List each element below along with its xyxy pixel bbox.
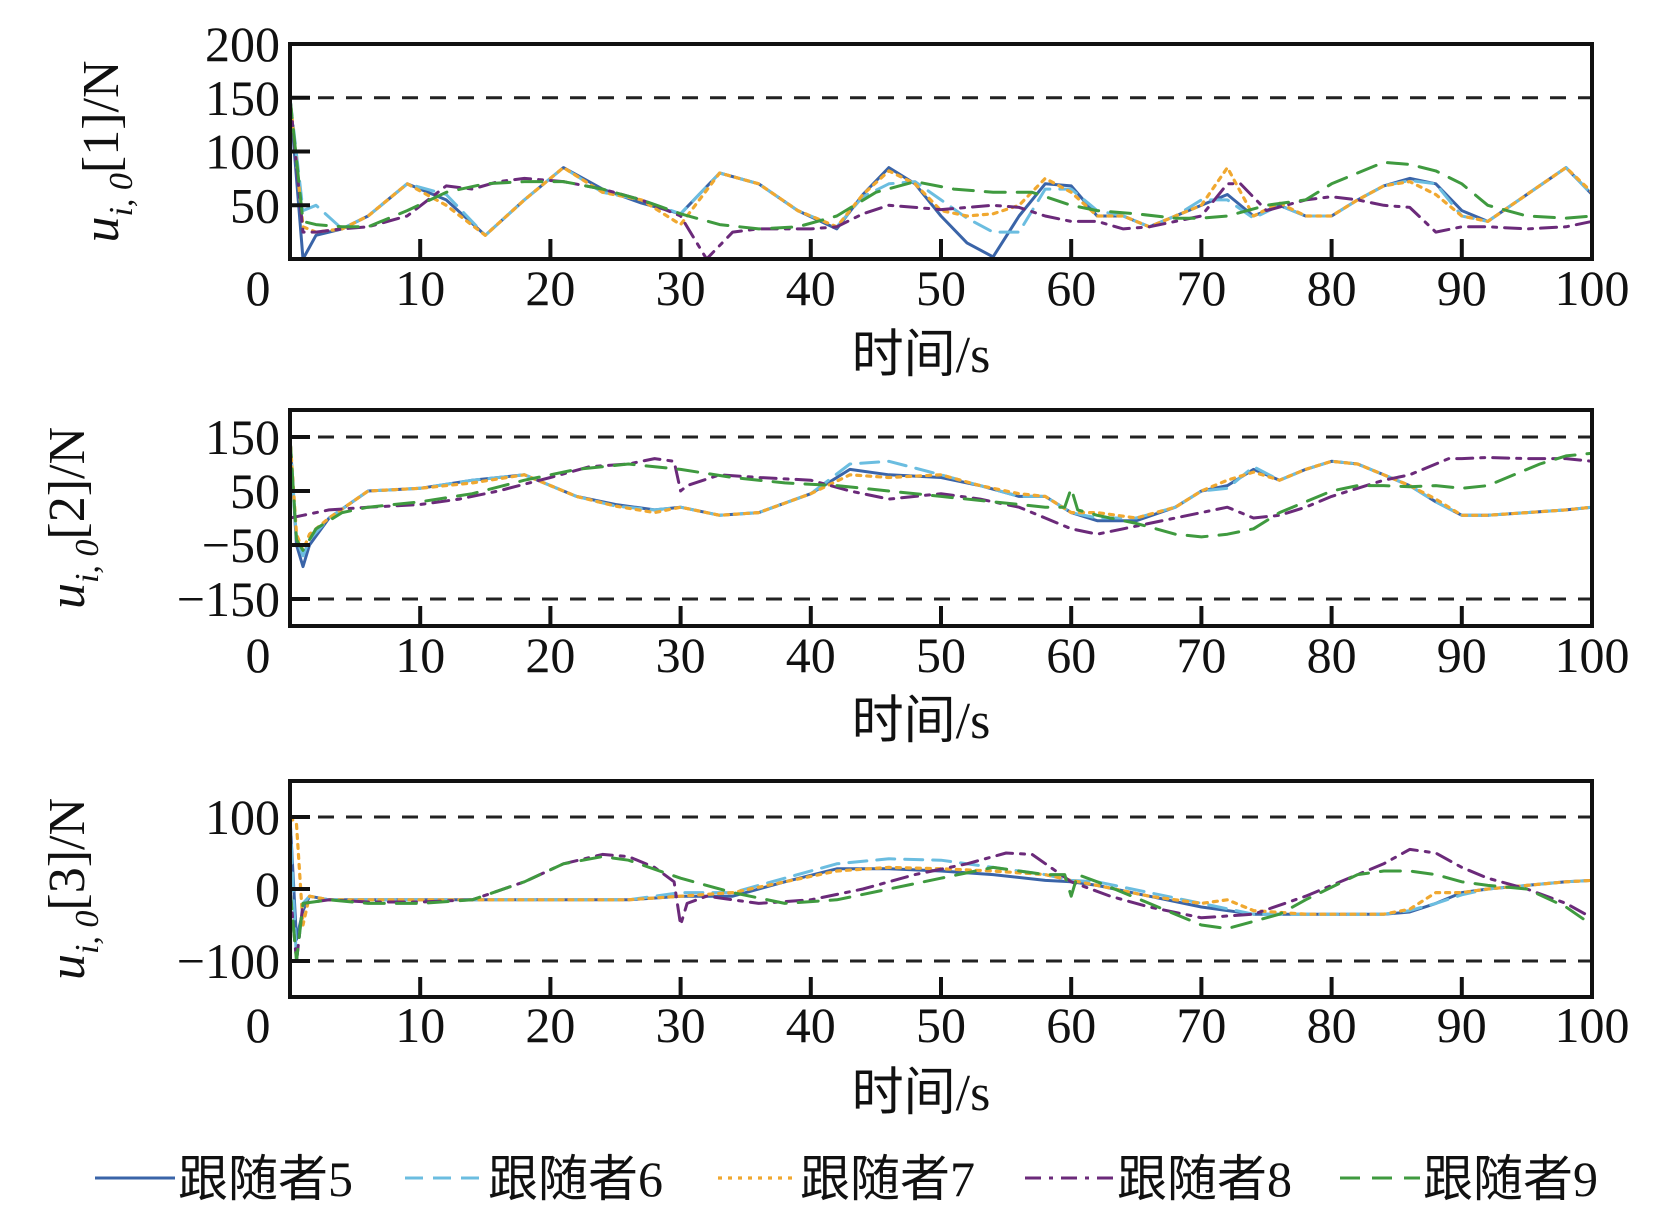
series-line-8 [290, 847, 1592, 963]
x-tick-label: 20 [525, 627, 575, 683]
x-tick-label: 50 [916, 260, 966, 316]
x-tick-label: 70 [1176, 260, 1226, 316]
x-tick-label: 100 [1555, 627, 1630, 683]
series-line-8 [290, 456, 1592, 536]
chart-panel-1: 0 10 20 30 40 50 60 70 80 90 10050100150200时间/sui,… [73, 16, 1630, 384]
x-tick-label: 20 [525, 260, 575, 316]
series-line-6 [290, 815, 1592, 963]
y-tick-label: 150 [205, 70, 280, 126]
series-line-7 [290, 96, 1592, 237]
x-tick-label: 90 [1437, 997, 1487, 1053]
y-tick-label: −150 [177, 571, 280, 627]
x-tick-label: 30 [656, 627, 706, 683]
x-axis-title: 时间/s [852, 327, 991, 384]
x-tick-label: 10 [395, 260, 445, 316]
y-axis-title: ui, 0[1]/N [73, 60, 140, 242]
x-tick-label: 80 [1307, 260, 1357, 316]
series-group [290, 96, 1592, 259]
x-tick-label: 90 [1437, 260, 1487, 316]
series-line-9 [290, 435, 1592, 552]
x-tick-label: 80 [1307, 997, 1357, 1053]
y-tick-label: 50 [230, 177, 280, 233]
x-tick-label: 10 [395, 627, 445, 683]
x-tick-label: 60 [1046, 997, 1096, 1053]
x-tick-label: 0 [246, 627, 271, 683]
x-tick-label: 40 [786, 260, 836, 316]
y-tick-label: 150 [205, 409, 280, 465]
plot-frame [288, 408, 1594, 628]
legend: 跟随者5 跟随者6 跟随者7 跟随者8 跟随者9 [95, 1151, 1598, 1207]
series-line-9 [290, 855, 1592, 963]
x-tick-label: 90 [1437, 627, 1487, 683]
legend-label-5: 跟随者5 [178, 1151, 353, 1207]
x-tick-label: 70 [1176, 627, 1226, 683]
x-tick-label: 100 [1555, 260, 1630, 316]
legend-label-9: 跟随者9 [1423, 1151, 1598, 1207]
y-tick-label: −50 [202, 517, 280, 573]
series-group [290, 815, 1592, 963]
chart-panels: 0 10 20 30 40 50 60 70 80 90 10050100150200时间/sui,… [39, 16, 1630, 1122]
x-tick-label: 30 [656, 260, 706, 316]
series-line-9 [290, 96, 1592, 231]
chart-panel-2: 0 10 20 30 40 50 60 70 80 90 100−150−5050150时间/sui… [39, 408, 1630, 750]
y-tick-label: 100 [205, 124, 280, 180]
y-tick-label: 200 [205, 16, 280, 72]
chart-panel-3: 0 10 20 30 40 50 60 70 80 90 100 −100 0 100 时间/s ui, 0[… [39, 779, 1630, 1122]
x-axis-title: 时间/s [852, 693, 991, 750]
x-tick-label: 80 [1307, 627, 1357, 683]
y-tick-label: 100 [205, 789, 280, 845]
x-tick-label: 50 [916, 997, 966, 1053]
x-tick-label: 60 [1046, 260, 1096, 316]
x-tick-label: 10 [395, 997, 445, 1053]
y-tick-label: 0 [255, 861, 280, 917]
legend-label-7: 跟随者7 [800, 1151, 975, 1207]
x-tick-label: 100 [1555, 997, 1630, 1053]
plot-frame [288, 42, 1594, 261]
plot-frame [288, 779, 1594, 999]
legend-label-6: 跟随者6 [488, 1151, 663, 1207]
x-axis-title: 时间/s [852, 1065, 991, 1122]
series-group [290, 435, 1592, 569]
legend-label-8: 跟随者8 [1117, 1151, 1292, 1207]
x-tick-label: 50 [916, 627, 966, 683]
x-tick-label: 0 [246, 997, 271, 1053]
x-tick-label: 40 [786, 997, 836, 1053]
x-tick-label: 30 [656, 997, 706, 1053]
y-tick-label: −100 [177, 933, 280, 989]
y-tick-label: 50 [230, 463, 280, 519]
series-line-5 [290, 435, 1592, 569]
y-axis-title: ui, 0[3]/N [39, 798, 106, 980]
x-tick-label: 40 [786, 627, 836, 683]
x-tick-label: 20 [525, 997, 575, 1053]
x-tick-label: 0 [246, 260, 271, 316]
x-tick-label: 60 [1046, 627, 1096, 683]
series-line-7 [290, 815, 1592, 927]
x-tick-label: 70 [1176, 997, 1226, 1053]
y-axis-title: ui, 0[2]/N [39, 427, 106, 609]
